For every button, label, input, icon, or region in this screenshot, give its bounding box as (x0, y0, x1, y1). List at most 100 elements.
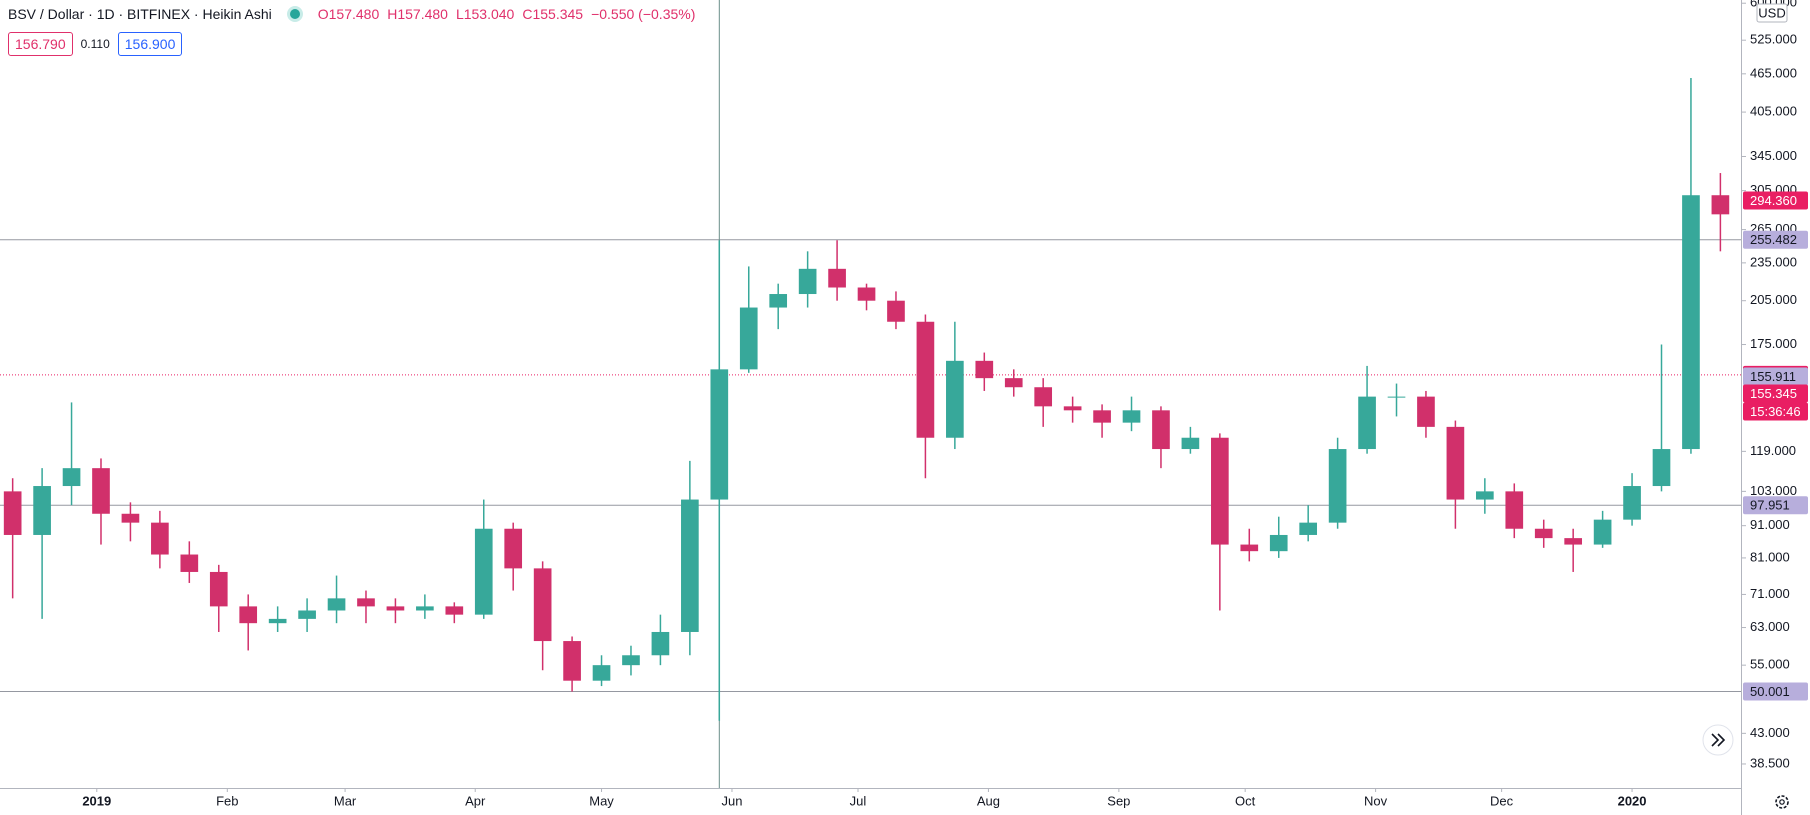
candle-body (268, 618, 287, 624)
ohlc-low: L153.040 (455, 6, 515, 22)
x-tick-label: Mar (334, 793, 357, 808)
price-label: 155.911 (1750, 369, 1796, 384)
candle-body (916, 321, 935, 438)
candle-body (357, 598, 375, 607)
candle-body (533, 568, 552, 642)
candle-body (946, 360, 964, 438)
y-tick-label: 55.000 (1750, 657, 1790, 672)
countdown: 15:36:46 (1750, 404, 1801, 419)
x-tick-label: Aug (977, 793, 1000, 808)
candle-body (416, 606, 434, 611)
y-tick-label: 38.500 (1750, 755, 1790, 770)
y-tick-label: 119.000 (1750, 443, 1796, 458)
currency: USD (1758, 5, 1785, 20)
candle-body (1093, 410, 1111, 423)
settings-core (1779, 799, 1785, 805)
x-tick-label: Feb (216, 793, 238, 808)
candle-body (1505, 491, 1524, 529)
x-tick-label: 2019 (82, 793, 111, 808)
y-tick-label: 63.000 (1750, 619, 1790, 634)
candle-body (769, 294, 788, 308)
x-tick-label: Jul (850, 793, 867, 808)
y-tick-label: 525.000 (1750, 32, 1797, 47)
candle-body (1534, 528, 1553, 539)
scroll-to-end[interactable] (1702, 724, 1734, 756)
line-price-label: 255.482 (1750, 232, 1797, 247)
candle-body (1358, 396, 1376, 450)
candle-body (298, 610, 316, 619)
spread: 0.110 (80, 37, 110, 51)
line-price-label: 97.951 (1750, 498, 1790, 513)
candle-body (739, 307, 758, 370)
symbol-title[interactable]: BSV / Dollar · 1D · BITFINEX · Heikin As… (8, 6, 272, 22)
time-axis (0, 788, 1741, 815)
candle-body (151, 522, 169, 555)
y-tick-label: 175.000 (1750, 336, 1797, 351)
ohlc-change: −0.550 (−0.35%) (591, 6, 696, 22)
candle-body (386, 606, 405, 611)
candle-body (1476, 491, 1494, 500)
candle-body (327, 598, 346, 611)
candle-body (1417, 396, 1435, 427)
candle-body (1652, 449, 1671, 487)
y-tick-label: 103.000 (1750, 483, 1797, 498)
inputs: 156.790 0.110 156.900 (8, 32, 183, 56)
y-tick-label: 405.000 (1750, 104, 1797, 119)
x-tick-label: May (589, 793, 614, 808)
candle-body (445, 606, 464, 615)
price-label: 294.360 (1750, 193, 1797, 208)
ohlc-open: O157.480 (317, 6, 380, 22)
line-price-label: 50.001 (1750, 684, 1790, 699)
x-tick-label: Jun (721, 793, 742, 808)
settings-icon (1775, 795, 1789, 809)
candle-body (887, 300, 905, 322)
candle-body (1711, 195, 1730, 215)
candle-body (651, 631, 670, 656)
candle-body (1211, 437, 1229, 545)
candle-body (209, 571, 228, 607)
candle-body (474, 528, 493, 615)
candle-body (1063, 406, 1082, 411)
y-tick-label: 235.000 (1750, 254, 1797, 269)
candle-body (1122, 410, 1141, 423)
status-dot (289, 9, 300, 19)
y-tick-label: 81.000 (1750, 549, 1790, 564)
scroll-icon (1711, 733, 1726, 747)
candle-body (1328, 449, 1347, 523)
candle-body (857, 287, 876, 301)
settings[interactable] (1775, 795, 1789, 809)
y-tick-label: 71.000 (1750, 586, 1790, 601)
candle-body (1446, 426, 1465, 500)
candle-body (1240, 544, 1259, 552)
candle-body (1004, 378, 1023, 388)
candle-body (563, 641, 581, 681)
candle-body (1682, 195, 1700, 450)
line-price-label-bg (1743, 230, 1808, 249)
candle-body (92, 468, 110, 514)
x-tick-label: Nov (1364, 793, 1388, 808)
candle-body (828, 268, 846, 288)
candle-body (1181, 437, 1200, 450)
candle-body (681, 499, 699, 632)
line-price-label-bg (1743, 496, 1808, 515)
candle-body (1387, 396, 1406, 398)
candle-body (1152, 410, 1170, 450)
candle-body (798, 268, 817, 295)
candle-body (710, 369, 729, 500)
candle-body (1269, 534, 1288, 552)
currency-box (1756, 3, 1788, 23)
ohlc-close: C155.345 (522, 6, 584, 22)
candle-body (239, 606, 258, 624)
candle-body (1623, 486, 1641, 520)
candle-body (1299, 522, 1318, 535)
buy-price[interactable]: 156.900 (117, 32, 183, 56)
candle-body (1593, 519, 1612, 545)
price-label-bg (1743, 191, 1808, 210)
price-label-bg (1743, 384, 1808, 403)
x-tick-label: Sep (1107, 793, 1130, 808)
sell-price[interactable]: 156.790 (8, 32, 73, 56)
ohlc-high: H157.480 (387, 6, 448, 22)
candle-body (62, 468, 81, 487)
